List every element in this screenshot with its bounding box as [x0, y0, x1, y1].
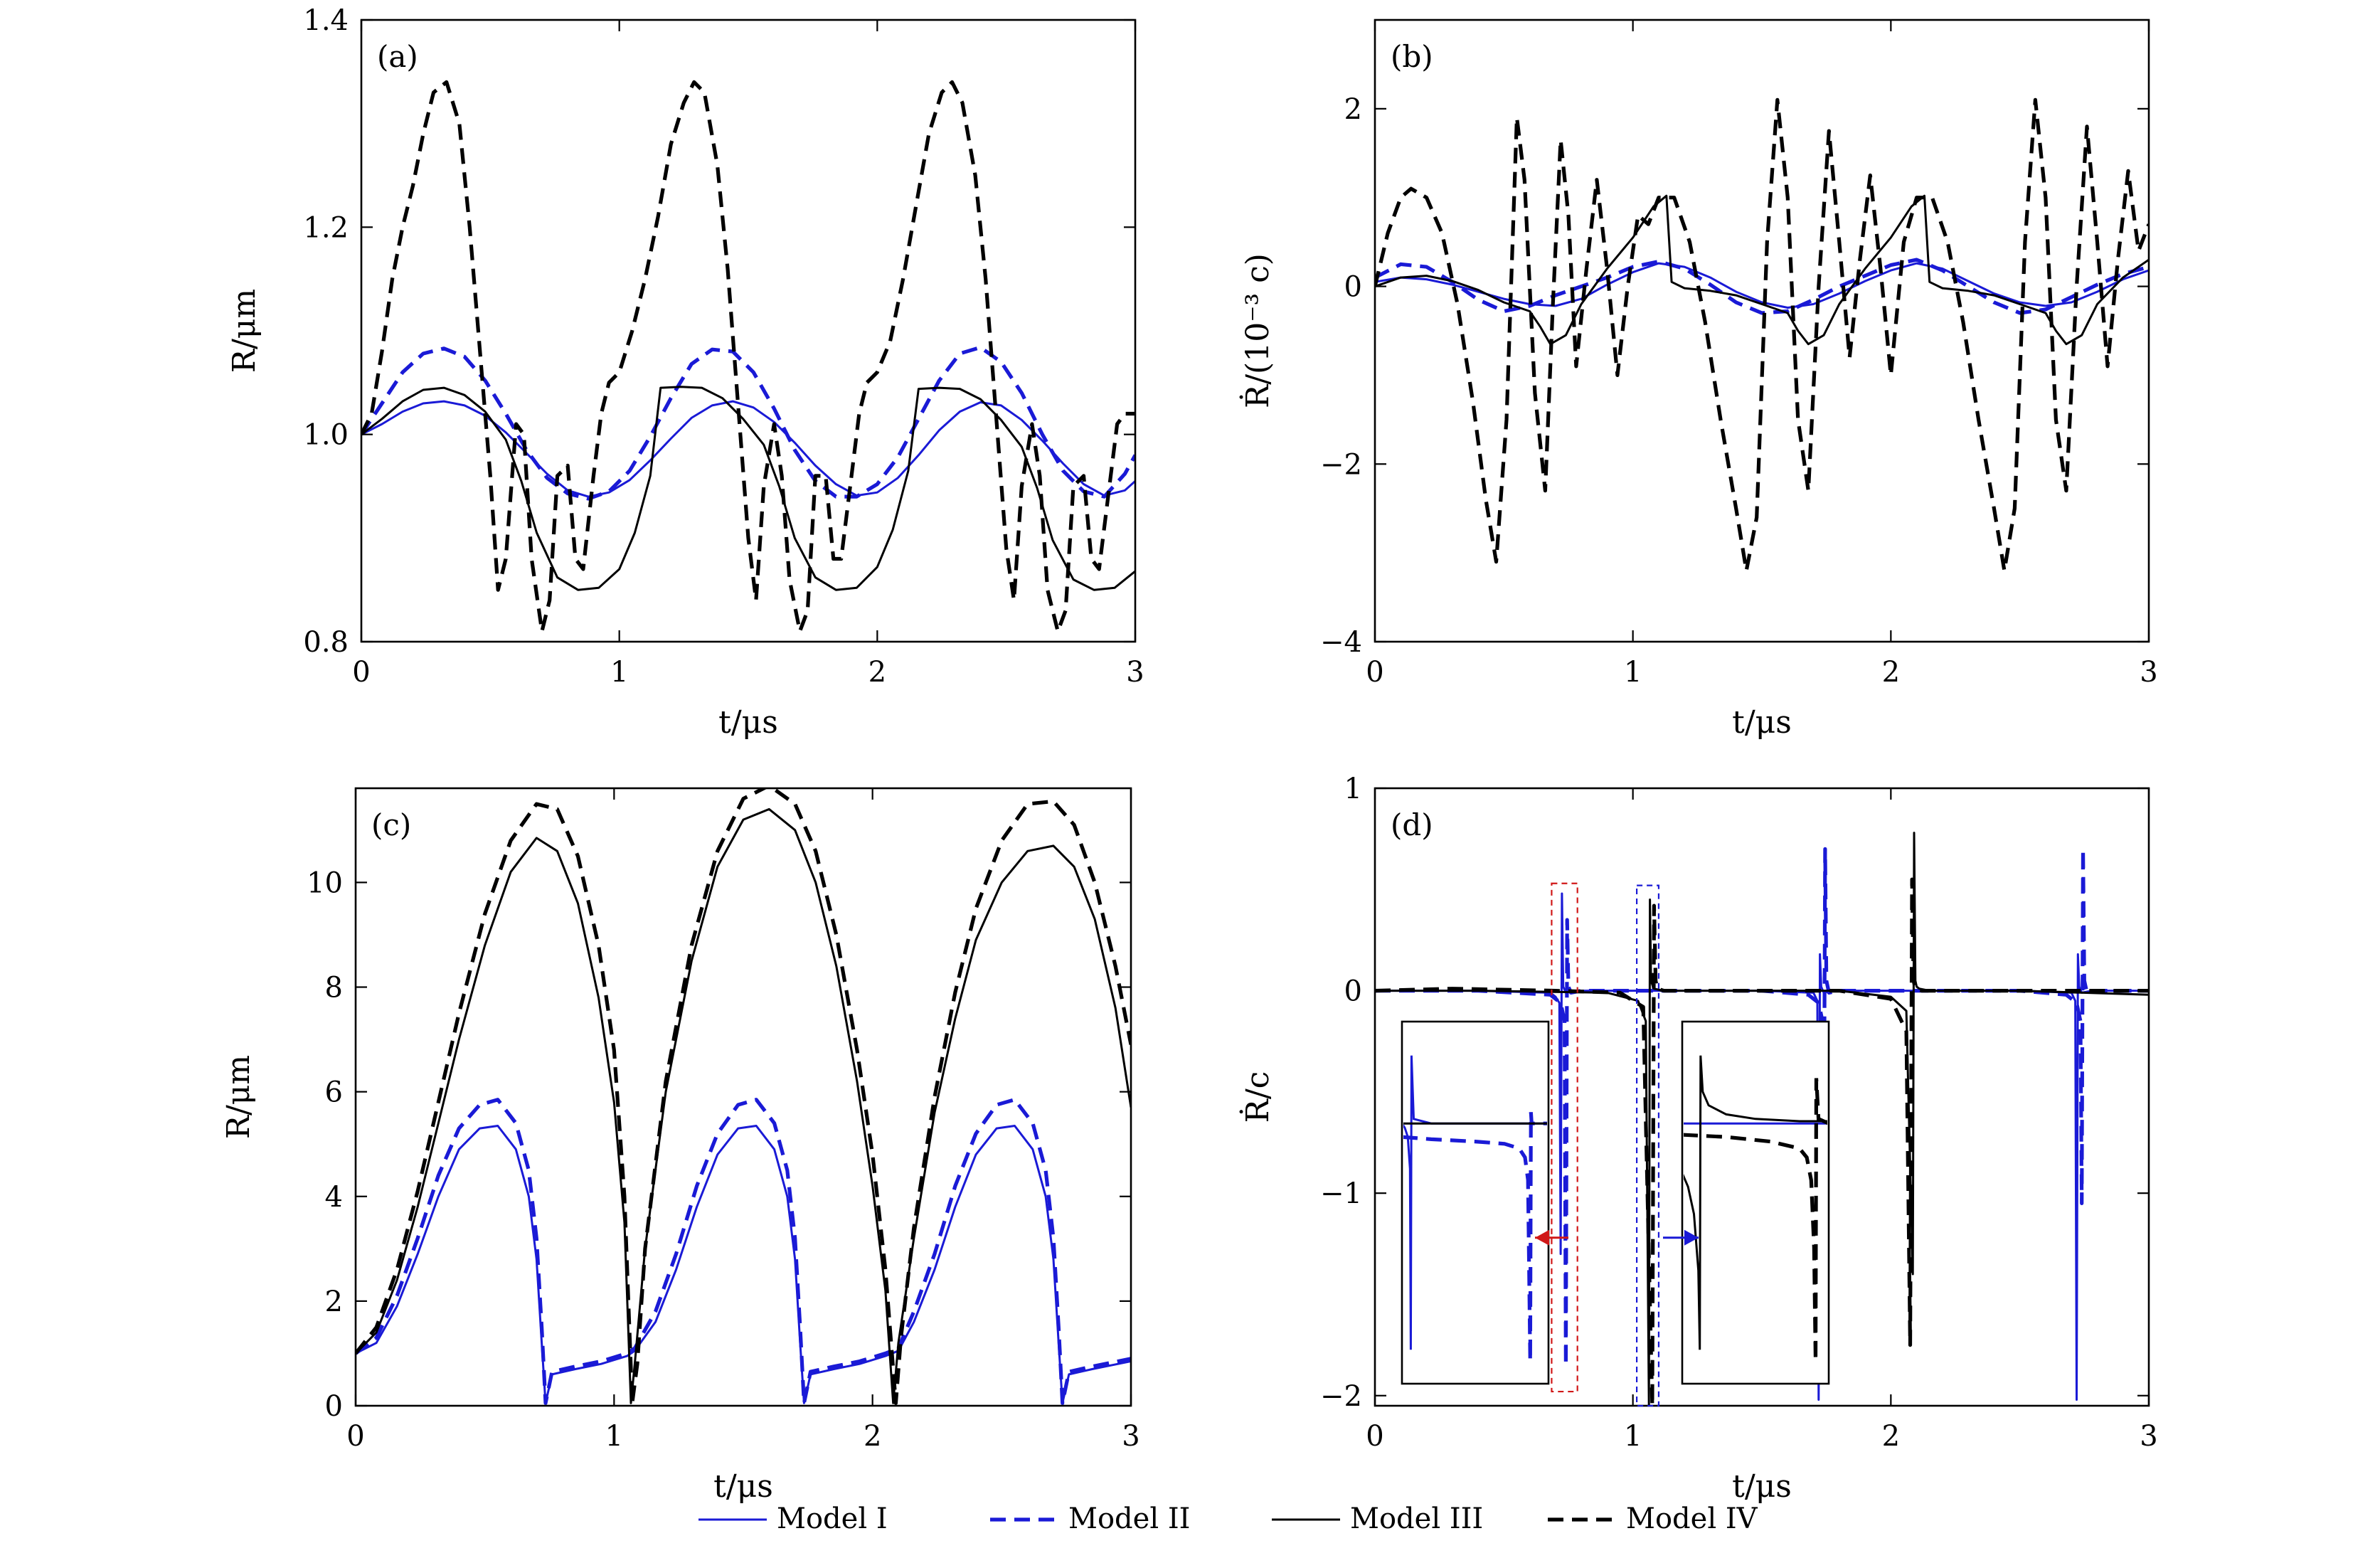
y-tick-label: 4 — [325, 1181, 343, 1214]
panel-d: 0 1 2 3 −2 −1 0 1 (d) t/μs Ṙ/c — [1238, 773, 2158, 1505]
y-tick-label: 1.0 — [303, 419, 349, 452]
legend-label: Model III — [1350, 1503, 1483, 1535]
series-group — [356, 788, 1131, 1405]
plot-frame — [354, 787, 1132, 1407]
x-tick-label: 2 — [1882, 656, 1900, 689]
y-tick-label: 1 — [1344, 773, 1362, 805]
series-line-model-iv — [356, 788, 1131, 1405]
x-tick-label: 0 — [1366, 1420, 1383, 1453]
series-line-model-iv — [1375, 877, 2149, 1406]
panel-tag: (a) — [377, 39, 418, 74]
x-tick-label: 0 — [352, 656, 370, 689]
series-line-model-iv — [361, 80, 1135, 634]
panel-c: 0 1 2 3 0 2 4 6 8 10 (c) t/μs R/μm — [221, 787, 1140, 1505]
y-tick-label: 0.8 — [303, 626, 349, 659]
x-tick-label: 3 — [2140, 1420, 2157, 1453]
plot-frame — [1374, 18, 2150, 643]
x-tick-label: 0 — [346, 1420, 364, 1453]
x-tick-label: 2 — [864, 1420, 881, 1453]
series-line-model-iii — [356, 807, 1131, 1404]
arrow-left-red — [1535, 1229, 1568, 1246]
inset-frame — [1401, 1020, 1550, 1385]
x-tick-label: 0 — [1366, 656, 1383, 689]
panel-tag: (c) — [371, 807, 411, 842]
y-tick-label: −2 — [1320, 1380, 1362, 1413]
series-line-model-i — [1375, 892, 2149, 1401]
panel-tag: (b) — [1391, 39, 1433, 74]
series-line-model-ii — [361, 345, 1135, 501]
plot-frame — [1374, 787, 2150, 1407]
y-tick-label: 0 — [1344, 271, 1362, 304]
x-tick-label: 1 — [605, 1420, 623, 1453]
inset-frame — [1681, 1020, 1830, 1385]
y-axis-label: R/μm — [226, 289, 262, 373]
inset-right — [1681, 1020, 1830, 1385]
x-axis-label: t/μs — [718, 704, 778, 741]
series-line-model-iii — [1375, 194, 2149, 346]
y-tick-label: 2 — [1344, 93, 1362, 126]
x-axis-label: t/μs — [1732, 704, 1792, 741]
y-axis-label: Ṙ/(10⁻³ c) — [1238, 253, 1276, 408]
panel-a: 0 1 2 3 0.8 1.0 1.2 1.4 (a) t/μs R/μm — [226, 4, 1144, 741]
series-line-model-i — [1375, 262, 2149, 309]
series-line-model-ii — [1375, 258, 2149, 315]
y-axis-label: R/μm — [221, 1055, 257, 1139]
plot-frame — [360, 18, 1137, 643]
y-axis-label: Ṙ/c — [1238, 1071, 1276, 1123]
x-tick-label: 1 — [610, 656, 628, 689]
x-axis-label: t/μs — [713, 1468, 773, 1505]
y-tick-label: −4 — [1320, 626, 1362, 659]
y-tick-label: 6 — [325, 1076, 343, 1109]
series-line-model-i — [361, 400, 1135, 498]
inset-left — [1401, 1020, 1550, 1385]
x-tick-label: 3 — [1126, 656, 1144, 689]
arrow-right-blue — [1663, 1229, 1699, 1246]
x-tick-label: 3 — [2140, 656, 2157, 689]
legend-entry: Model I — [698, 1503, 888, 1535]
y-tick-label: 0 — [1344, 975, 1362, 1008]
panel-b: 0 1 2 3 −4 −2 0 2 (b) t/μs Ṙ/(10⁻³ c) — [1238, 18, 2158, 741]
legend-label: Model IV — [1626, 1503, 1758, 1535]
y-tick-label: 10 — [307, 867, 343, 899]
legend-entry: Model IV — [1548, 1503, 1758, 1535]
legend-label: Model II — [1068, 1503, 1190, 1535]
x-axis-label: t/μs — [1732, 1468, 1792, 1505]
x-tick-label: 2 — [868, 656, 886, 689]
legend: Model I Model II Model III Model IV — [698, 1503, 1758, 1535]
y-tick-label: 8 — [325, 972, 343, 1005]
series-group — [1375, 97, 2149, 573]
highlight-box-blue — [1636, 884, 1660, 1407]
series-line-model-iv — [1375, 97, 2149, 573]
series-line-model-ii — [356, 1098, 1131, 1405]
series-group — [361, 80, 1135, 634]
y-tick-label: 0 — [325, 1390, 343, 1423]
legend-entry: Model II — [990, 1503, 1190, 1535]
legend-label: Model I — [777, 1503, 888, 1535]
y-tick-label: −1 — [1320, 1177, 1362, 1210]
y-tick-label: −2 — [1320, 448, 1362, 481]
y-tick-label: 1.4 — [303, 4, 349, 37]
x-tick-label: 1 — [1624, 1420, 1642, 1453]
inset-series-line-2 — [1684, 1078, 1827, 1362]
x-tick-label: 3 — [1122, 1420, 1139, 1453]
inset-series-line-1 — [1684, 1055, 1827, 1350]
series-line-model-i — [356, 1125, 1131, 1404]
panel-tag: (d) — [1391, 807, 1433, 842]
legend-entry: Model III — [1272, 1503, 1483, 1535]
x-tick-label: 2 — [1882, 1420, 1900, 1453]
series-line-model-ii — [1375, 847, 2149, 1367]
series-line-model-iii — [361, 386, 1135, 591]
y-tick-label: 1.2 — [303, 211, 349, 244]
series-group — [1375, 832, 2149, 1406]
y-tick-label: 2 — [325, 1286, 343, 1318]
highlight-box-red — [1551, 882, 1578, 1393]
x-tick-label: 1 — [1624, 656, 1642, 689]
